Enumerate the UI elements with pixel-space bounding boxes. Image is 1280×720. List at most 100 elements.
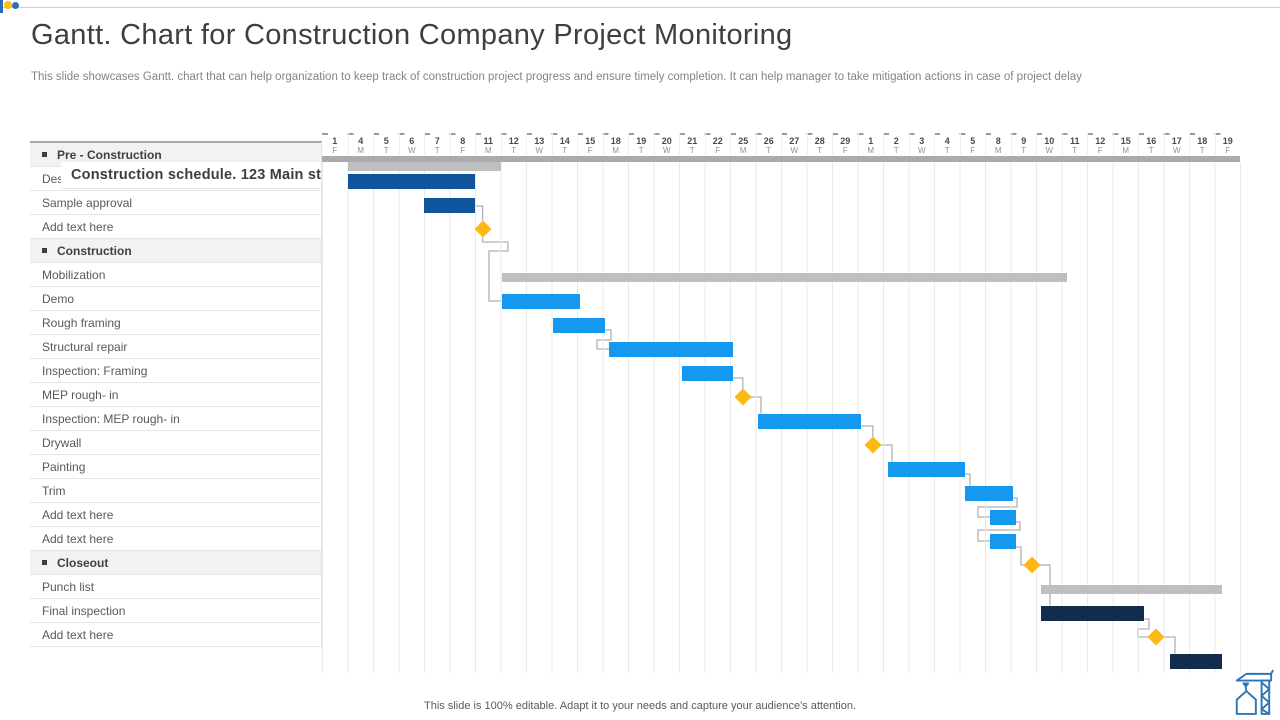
column-weekday: T [511,146,517,155]
column-date: 26 [763,136,774,146]
milestone-diamond[interactable] [1147,628,1165,646]
row-label: Drywall [42,435,82,450]
column-date: 11 [1069,136,1080,146]
row-label: Construction schedule. 123 Main st [71,167,322,183]
column-date: 1 [868,136,874,146]
table-row-task[interactable]: Inspection: MEP rough- in [30,407,321,431]
table-row-task[interactable]: Punch list [30,575,321,599]
row-label: Pre - Construction [57,147,162,162]
timeline-column: 11 M [475,133,501,156]
column-weekday: T [562,146,568,155]
table-row-task[interactable]: Final inspection [30,599,321,623]
column-date: 3 [919,136,925,146]
table-row-task[interactable]: Structural repair [30,335,321,359]
row-label: MEP rough- in [42,387,119,402]
milestone-diamond[interactable] [474,220,492,238]
column-weekday: W [917,146,926,155]
gantt-bar[interactable] [990,509,1016,525]
gantt-bar[interactable] [990,533,1016,549]
milestone-diamond[interactable] [1023,556,1041,574]
table-row-task[interactable]: Painting [30,455,321,479]
column-date: 7 [434,136,440,146]
table-row-section[interactable]: Closeout [30,551,321,575]
column-date: 9 [1021,136,1027,146]
table-row-task[interactable]: Rough framing [30,311,321,335]
summary-bar[interactable] [347,161,501,171]
crane-logo-icon [1235,669,1274,715]
table-row-task[interactable]: Demo [30,287,321,311]
column-date: 19 [636,136,647,146]
table-row-task[interactable]: Mobilization [30,263,321,287]
column-date: 1 [332,136,338,146]
table-row-task[interactable]: Inspection: Framing [30,359,321,383]
row-label: Inspection: MEP rough- in [42,411,180,426]
summary-bar[interactable] [501,272,1067,282]
row-label: Mobilization [42,267,106,282]
column-weekday: T [689,146,695,155]
table-row-title[interactable]: Construction schedule. 123 Main st [61,162,322,189]
gantt-bar[interactable] [608,341,733,357]
column-weekday: M [357,146,365,155]
bars-layer [322,133,1240,673]
row-label: Add text here [42,531,114,546]
bullet-icon [42,248,47,253]
row-label: Add text here [42,219,114,234]
table-row-task[interactable]: Add text here [30,215,321,239]
gantt-bar[interactable] [758,413,862,429]
column-weekday: W [790,146,799,155]
column-date: 28 [814,136,825,146]
top-rule [0,7,1280,8]
gantt-bar[interactable] [1041,605,1145,621]
timeline-column: 17 W [1163,133,1190,156]
table-row-task[interactable]: Drywall [30,431,321,455]
table-row-task[interactable]: MEP rough- in [30,383,321,407]
column-date: 20 [661,136,672,146]
column-weekday: W [407,146,416,155]
column-date: 8 [460,136,466,146]
timeline-column: 20 W [653,133,680,156]
timeline-column: 27 W [781,133,807,156]
table-row-task[interactable]: Trim [30,479,321,503]
gantt-bar[interactable] [888,461,965,477]
column-date: 5 [970,136,976,146]
column-weekday: T [944,146,950,155]
gantt-bar[interactable] [552,317,606,333]
timeline-column: 18 M [602,133,629,156]
column-weekday: T [1148,146,1154,155]
gantt-bar[interactable] [681,365,733,381]
header-band [322,156,1240,162]
column-weekday: T [1021,146,1027,155]
table-row-task[interactable]: Add text here [30,503,321,527]
milestone-diamond[interactable] [864,436,882,454]
timeline-column: 19 T [628,133,654,156]
column-weekday: T [1199,146,1205,155]
row-label: Construction [57,243,132,258]
row-label: Punch list [42,579,95,594]
column-date: 2 [893,136,899,146]
task-table: Construction schedule. 123 Main st Pre - … [30,141,322,647]
column-date: 15 [1120,136,1131,146]
gantt-bar[interactable] [424,197,475,213]
summary-bar[interactable] [1041,584,1223,594]
gantt-bar[interactable] [501,293,580,309]
column-weekday: F [460,146,466,155]
gantt-bar[interactable] [1169,653,1223,669]
timeline-column: 21 T [679,133,705,156]
table-row-section[interactable]: Construction [30,239,321,263]
row-label: Trim [42,483,66,498]
gantt-bar[interactable] [964,485,1014,501]
timeline-column: 12 T [500,133,527,156]
table-row-task[interactable]: Sample approval [30,191,321,215]
table-row-task[interactable]: Add text here [30,623,321,647]
accent-dot-yellow-icon [4,1,12,9]
milestone-diamond[interactable] [734,388,752,406]
gantt-bar[interactable] [347,173,475,189]
row-label: Demo [42,291,75,306]
column-date: 11 [483,136,493,146]
table-row-task[interactable]: Add text here [30,527,321,551]
